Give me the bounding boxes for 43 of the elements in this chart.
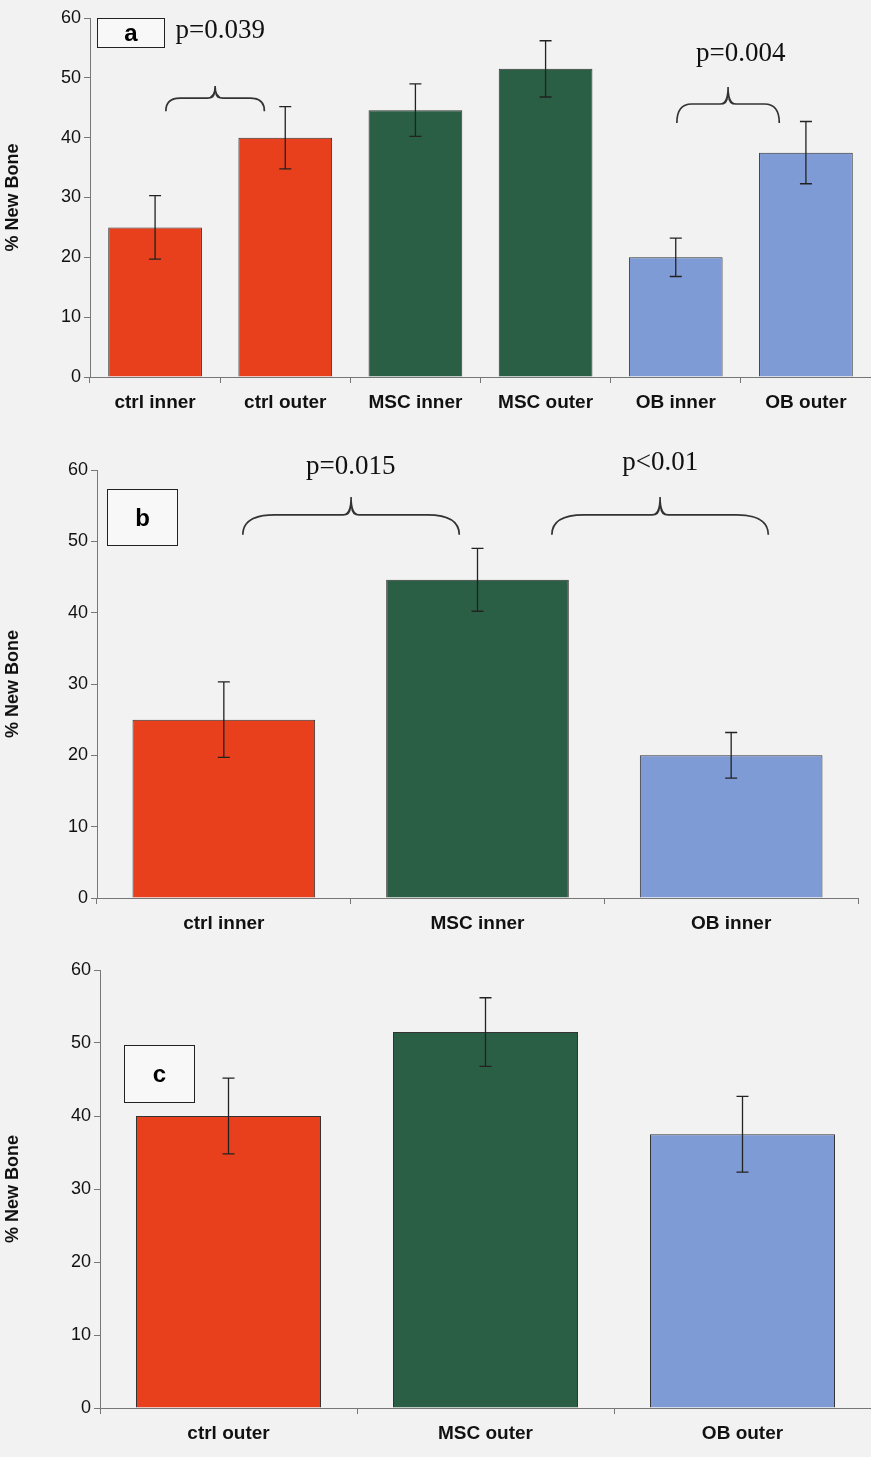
chart-title: a [97, 18, 165, 48]
y-tick-label: 0 [80, 1396, 91, 1417]
y-axis-title: % New Bone [1, 143, 22, 252]
x-tick-label: MSC inner [430, 911, 526, 933]
text: c [124, 1045, 195, 1103]
annotation: p<0.01 [622, 445, 699, 476]
y-tick-label: 40 [60, 126, 81, 147]
text: b [107, 489, 178, 546]
y-tick-label: 0 [77, 886, 88, 907]
annotation: p=0.004 [696, 36, 787, 67]
x-tick-label: OB inner [691, 911, 772, 933]
x-tick-label: ctrl outer [187, 1421, 271, 1443]
x-tick-label: ctrl inner [114, 390, 197, 412]
y-tick-label: 40 [67, 601, 88, 622]
y-tick-label: 30 [70, 1177, 91, 1198]
y-tick-label: 60 [70, 958, 91, 979]
x-tick-label: ctrl outer [244, 390, 328, 412]
y-axis-title: % New Bone [1, 1134, 22, 1244]
y-tick-label: 50 [70, 1031, 91, 1052]
x-tick-label: MSC inner [368, 390, 463, 412]
y-tick-label: 30 [67, 672, 88, 693]
y-tick-label: 20 [60, 246, 81, 267]
x-tick-label: MSC outer [438, 1421, 534, 1443]
y-tick-label: 50 [60, 66, 81, 87]
x-tick-label: ctrl inner [183, 911, 266, 933]
x-tick-label: MSC outer [498, 390, 594, 412]
y-tick-label: 60 [67, 458, 88, 479]
annotation: p=0.039 [175, 14, 265, 45]
y-tick-label: 60 [60, 6, 81, 27]
y-tick-label: 40 [70, 1104, 91, 1125]
y-tick-label: 30 [60, 186, 81, 207]
y-tick-label: 20 [70, 1250, 91, 1271]
y-tick-label: 20 [67, 744, 88, 765]
annotation: p=0.015 [305, 450, 396, 481]
x-tick-label: OB outer [765, 390, 848, 412]
y-axis-title: % New Bone [1, 629, 22, 739]
x-tick-label: OB outer [701, 1421, 784, 1443]
y-tick-label: 50 [67, 530, 88, 551]
x-tick-label: OB inner [635, 390, 717, 412]
y-tick-label: 10 [60, 306, 81, 327]
y-tick-label: 0 [70, 365, 81, 386]
y-tick-label: 10 [67, 815, 88, 836]
y-tick-label: 10 [70, 1323, 91, 1344]
